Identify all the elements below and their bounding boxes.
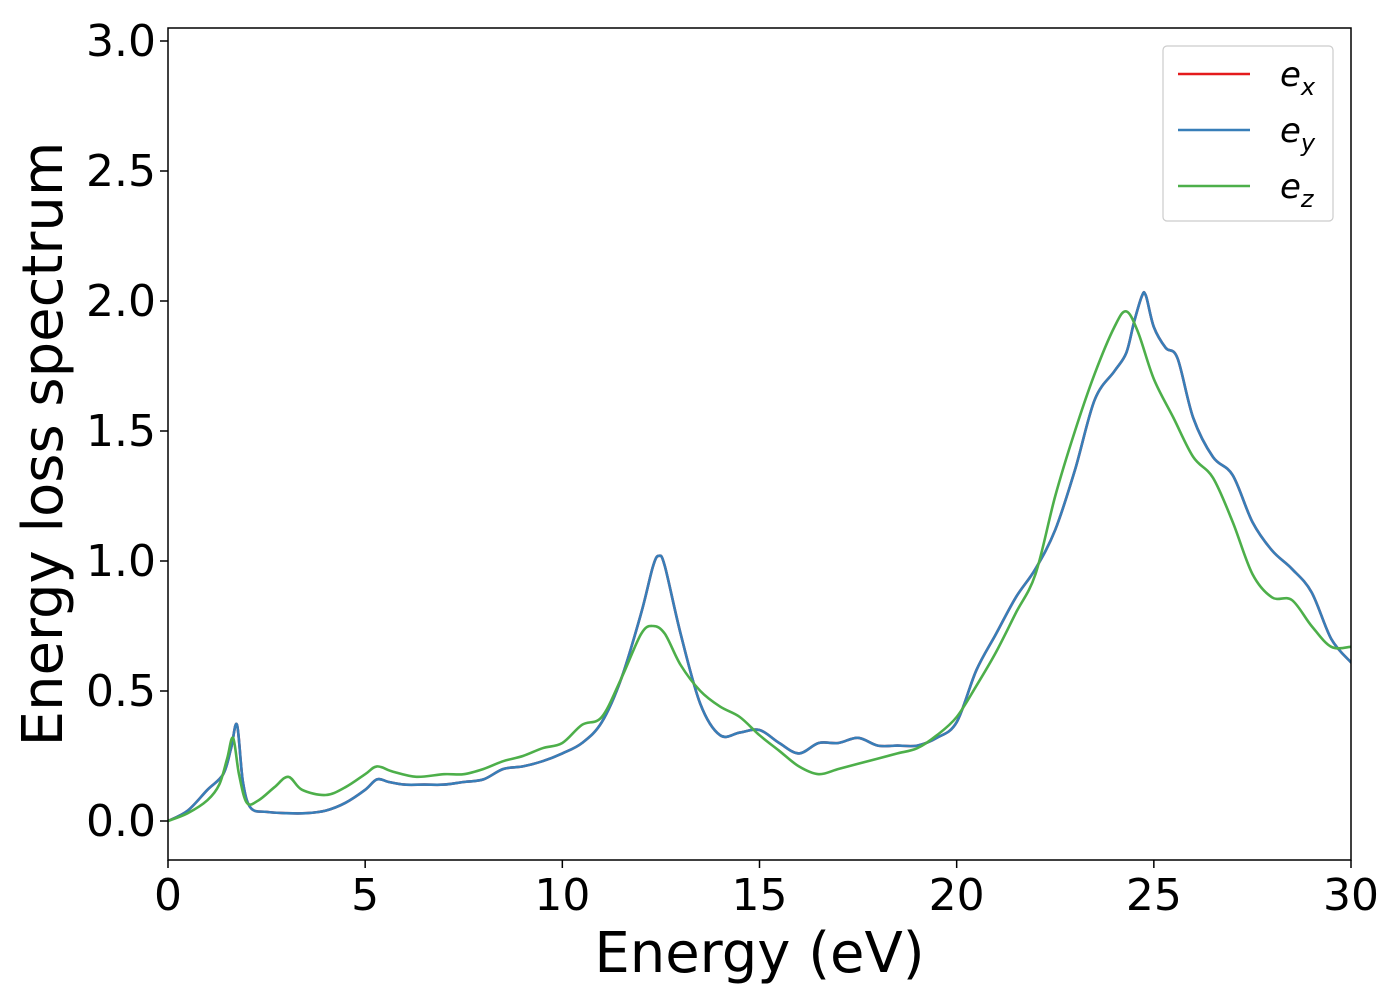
tick-layer: 0 5 10 15 20 25 30 0.0 0.5 1.0 1.5 2.0 2.5 3.0 [86, 16, 1379, 921]
y-tick-label: 0.0 [86, 796, 156, 847]
x-tick-label: 10 [534, 870, 590, 921]
x-tick-label: 0 [154, 870, 182, 921]
x-tick-label: 25 [1126, 870, 1182, 921]
legend-box [1162, 45, 1334, 222]
series-line-e-y [168, 290, 1351, 823]
y-tick-label: 2.5 [86, 146, 156, 197]
y-tick-label: 3.0 [86, 16, 156, 67]
y-tick-label: 1.0 [86, 536, 156, 587]
x-tick-label: 5 [351, 870, 379, 921]
y-tick-label: 1.5 [86, 406, 156, 457]
y-tick-label: 2.0 [86, 276, 156, 327]
x-axis-label: Energy (eV) [594, 921, 924, 986]
y-tick-label: 0.5 [86, 666, 156, 717]
y-axis-label: Energy loss spectrum [11, 142, 76, 747]
x-tick-label: 20 [929, 870, 985, 921]
x-tick-label: 15 [732, 870, 788, 921]
series-line-e-z [168, 310, 1351, 823]
x-tick-label: 30 [1323, 870, 1379, 921]
series-layer [168, 290, 1351, 823]
